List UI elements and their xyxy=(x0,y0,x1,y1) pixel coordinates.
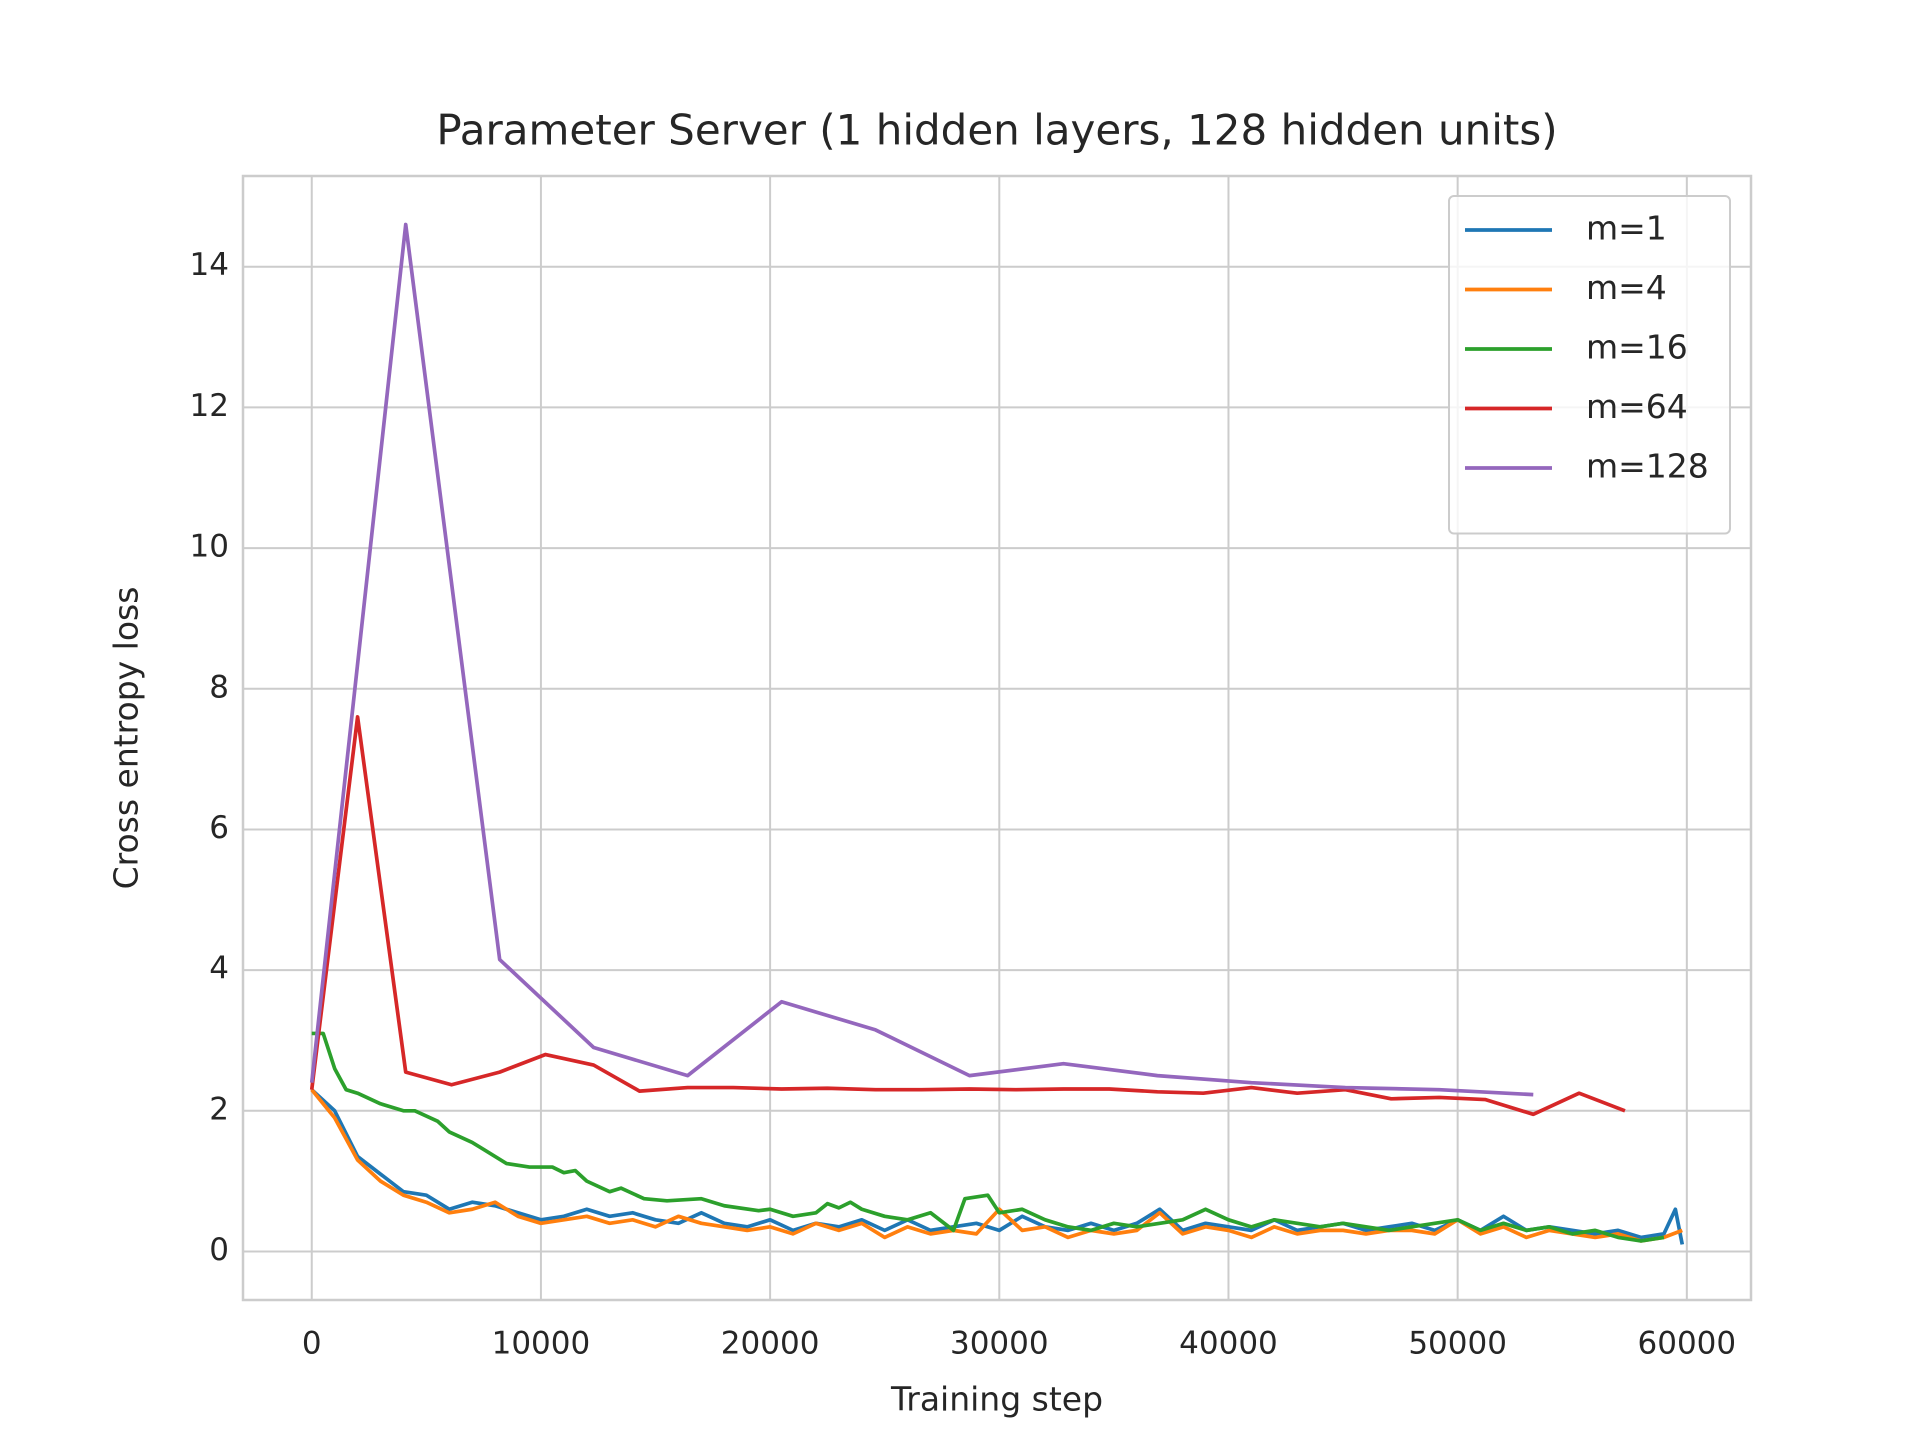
x-tick-label: 30000 xyxy=(950,1326,1049,1362)
series-line xyxy=(309,222,1534,1097)
y-tick-label: 8 xyxy=(209,669,229,705)
legend-label: m=128 xyxy=(1586,447,1709,486)
series-line xyxy=(309,715,1626,1117)
y-tick-label: 4 xyxy=(209,951,229,987)
legend-label: m=4 xyxy=(1586,268,1667,307)
x-tick-label: 60000 xyxy=(1638,1326,1737,1362)
y-tick-label: 12 xyxy=(190,388,229,424)
series-line xyxy=(311,1031,1665,1243)
y-tick-label: 10 xyxy=(190,529,229,565)
x-tick-label: 10000 xyxy=(492,1326,591,1362)
x-tick-label: 40000 xyxy=(1179,1326,1278,1362)
y-tick-label: 14 xyxy=(190,247,229,283)
x-tick-label: 0 xyxy=(302,1326,322,1362)
chart-title: Parameter Server (1 hidden layers, 128 h… xyxy=(436,106,1557,155)
legend-label: m=1 xyxy=(1586,209,1667,248)
y-tick-label: 0 xyxy=(209,1232,229,1268)
y-tick-label: 2 xyxy=(209,1091,229,1127)
x-tick-label: 50000 xyxy=(1408,1326,1507,1362)
x-tick-label: 20000 xyxy=(721,1326,820,1362)
legend-label: m=16 xyxy=(1586,328,1688,367)
x-axis-label: Training step xyxy=(890,1380,1103,1419)
plot-frame xyxy=(241,174,1753,1302)
legend-label: m=64 xyxy=(1586,387,1688,426)
legend-box xyxy=(1448,195,1731,535)
y-axis-label: Cross entropy loss xyxy=(107,587,146,890)
y-tick-label: 6 xyxy=(209,810,229,846)
